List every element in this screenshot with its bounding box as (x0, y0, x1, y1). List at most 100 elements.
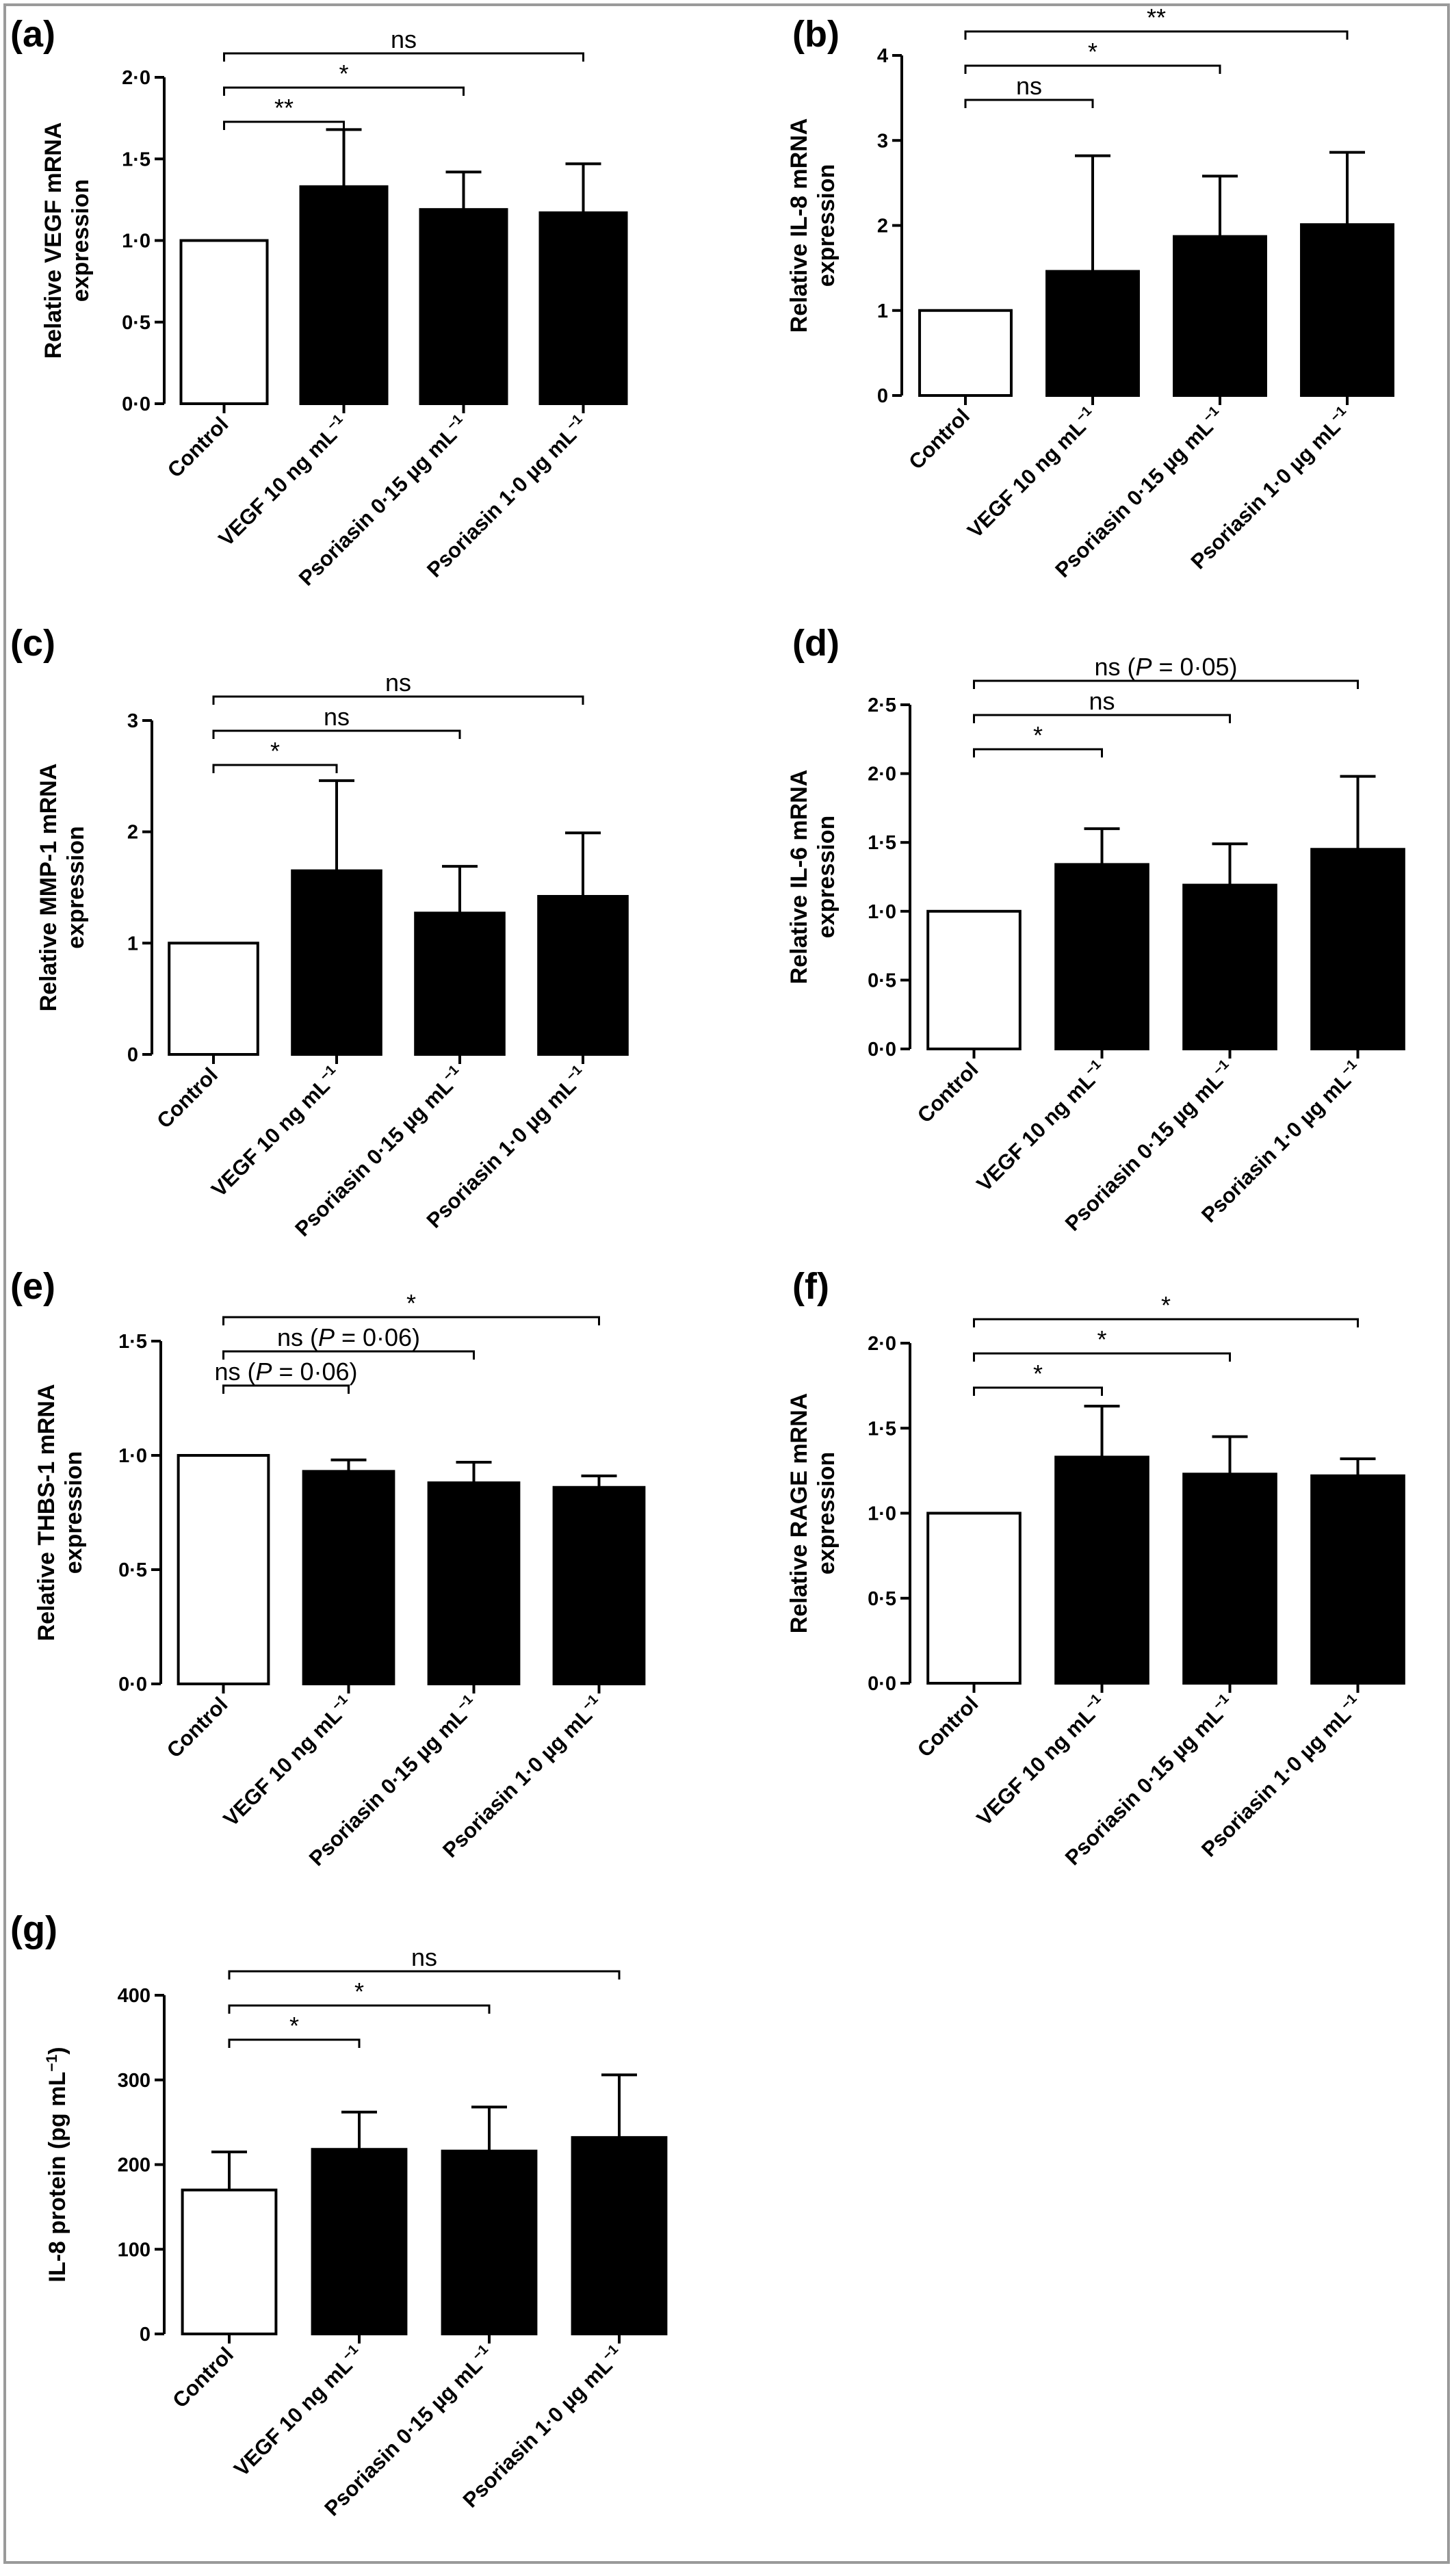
y-axis-title: Relative IL-8 mRNAexpression (786, 118, 840, 333)
bar (918, 309, 1013, 397)
y-tick-label: 0 (140, 2324, 151, 2346)
y-tick-label: 300 (118, 2070, 151, 2092)
x-tick-label: Control (162, 1692, 233, 1763)
significance-label: ns (391, 25, 417, 53)
significance-label: ns (P = 0·06) (277, 1323, 420, 1351)
y-tick-label: 1 (127, 933, 138, 955)
x-tick-label: VEGF 10 ng mL−1 (229, 2341, 368, 2481)
bar (291, 869, 382, 1056)
significance-label: ns (1089, 687, 1115, 715)
x-tick-label: VEGF 10 ng mL−1 (962, 403, 1102, 543)
bar (1182, 1472, 1277, 1685)
x-tick-label: VEGF 10 ng mL−1 (972, 1691, 1111, 1830)
y-tick-label: 2·0 (868, 764, 896, 786)
significance-bracket (212, 729, 461, 739)
y-tick-label: 1·0 (122, 231, 151, 252)
chart-panel-b: (b) Relative IL-8 mRNAexpression 0 1 2 3 4 Cont… (786, 3, 1394, 582)
x-tick-label: VEGF 10 ng mL−1 (218, 1691, 358, 1831)
y-axis-title: Relative THBS-1 mRNAexpression (34, 1384, 87, 1641)
bar (181, 2188, 278, 2335)
significance-label: ** (1147, 3, 1166, 31)
bar (552, 1485, 646, 1685)
significance-label: ns (1016, 72, 1042, 100)
bar (538, 211, 628, 405)
bar (1045, 270, 1140, 397)
bar (571, 2136, 668, 2335)
significance-label: * (406, 1289, 416, 1317)
x-tick-label: Control (152, 1063, 222, 1133)
chart-panel-c: (c) Relative MMP-1 mRNAexpression 0 1 2 3 Cont… (10, 623, 629, 1241)
significance-bracket (222, 1350, 475, 1360)
significance-label: * (354, 1977, 364, 2006)
y-tick-label: 1 (877, 300, 888, 322)
bar (1310, 848, 1405, 1050)
significance-bracket (222, 1384, 350, 1394)
significance-bracket (228, 2004, 491, 2014)
y-tick-label: 1·0 (118, 1445, 147, 1467)
x-tick-label: VEGF 10 ng mL−1 (213, 411, 353, 551)
significance-label: * (1033, 1360, 1043, 1388)
significance-bracket (228, 2038, 361, 2048)
panel-label: (a) (10, 14, 55, 55)
y-axis-title: Relative RAGE mRNAexpression (786, 1393, 840, 1633)
y-tick-label: 0·0 (868, 1673, 896, 1695)
y-tick-label: 2·0 (122, 67, 151, 89)
y-tick-label: 0·5 (122, 312, 151, 334)
bar (1054, 863, 1149, 1050)
x-tick-label: Control (913, 1057, 983, 1128)
y-tick-label: 2 (127, 822, 138, 844)
significance-bracket (964, 64, 1221, 74)
y-tick-label: 0 (127, 1044, 138, 1066)
y-tick-label: 200 (118, 2155, 151, 2177)
significance-bracket (973, 748, 1103, 757)
significance-label: * (1097, 1325, 1106, 1353)
panel-label: (f) (792, 1266, 829, 1307)
bar (168, 942, 259, 1056)
bar (311, 2148, 408, 2336)
y-tick-label: 1·5 (868, 1418, 896, 1440)
chart-panel-f: (f) Relative RAGE mRNAexpression 0·0 0·5 1·0… (786, 1266, 1405, 1870)
significance-bracket (212, 764, 338, 773)
significance-bracket (222, 1316, 600, 1325)
bar (179, 239, 269, 405)
significance-bracket (228, 1970, 621, 1980)
y-tick-label: 4 (877, 45, 888, 67)
chart-panel-a: (a) Relative VEGF mRNAexpression 0·0 0·5 1·0… (10, 14, 628, 590)
significance-label: ns (P = 0·06) (214, 1358, 357, 1386)
bar (1182, 883, 1277, 1051)
y-axis-title: Relative IL-6 mRNAexpression (786, 770, 840, 985)
y-tick-label: 400 (118, 1985, 151, 2007)
x-tick-label: VEGF 10 ng mL−1 (206, 1062, 346, 1202)
significance-bracket (223, 52, 584, 62)
x-tick-label: VEGF 10 ng mL−1 (972, 1056, 1111, 1196)
bar (1300, 223, 1394, 397)
bar (926, 909, 1022, 1051)
significance-bracket (223, 120, 345, 130)
bar (427, 1481, 521, 1686)
bar (177, 1454, 270, 1685)
significance-label: ** (274, 94, 294, 122)
panel-label: (g) (10, 1909, 57, 1950)
chart-panel-d: (d) Relative IL-6 mRNAexpression 0·0 0·5 1·0… (786, 623, 1405, 1236)
bar (1310, 1474, 1405, 1685)
y-axis-title: Relative MMP-1 mRNAexpression (36, 764, 89, 1012)
panel-label: (d) (792, 623, 840, 664)
significance-bracket (973, 714, 1231, 723)
figure-frame (3, 3, 1450, 2564)
bar (299, 185, 389, 405)
y-tick-label: 2 (877, 216, 888, 237)
y-tick-label: 1·5 (118, 1331, 147, 1353)
y-tick-label: 100 (118, 2239, 151, 2261)
bar (1054, 1455, 1149, 1685)
chart-panel-e: (e) Relative THBS-1 mRNAexpression 0·0 0·5 1… (10, 1266, 646, 1871)
panel-label: (e) (10, 1266, 55, 1307)
y-tick-label: 3 (127, 710, 138, 732)
significance-label: * (289, 2012, 299, 2040)
bar (419, 208, 508, 405)
significance-label: ns (324, 703, 350, 731)
y-axis-title: IL-8 protein (pg mL−1) (43, 2047, 70, 2282)
significance-bracket (973, 679, 1359, 689)
significance-bracket (973, 1318, 1359, 1327)
bar (537, 895, 629, 1056)
